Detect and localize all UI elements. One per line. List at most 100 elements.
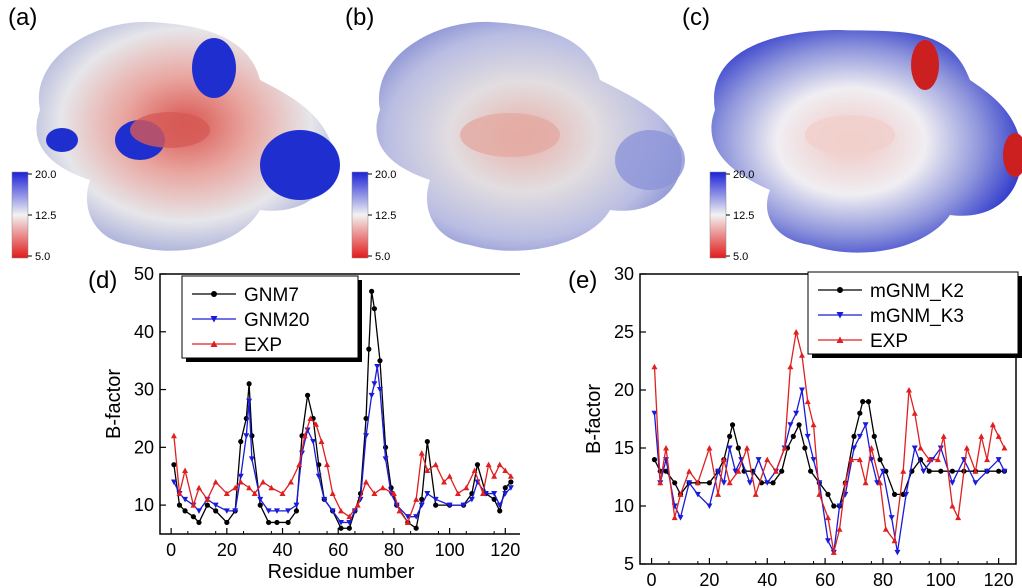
data-point bbox=[301, 432, 308, 439]
data-point bbox=[170, 479, 177, 485]
data-point bbox=[176, 490, 183, 497]
data-point bbox=[463, 484, 470, 491]
data-point bbox=[485, 461, 492, 468]
data-point bbox=[243, 433, 250, 439]
data-point bbox=[787, 363, 794, 370]
scale-mid-c: 12.5 bbox=[733, 210, 754, 222]
data-point bbox=[285, 519, 291, 526]
data-point bbox=[871, 433, 877, 439]
data-point bbox=[507, 485, 514, 491]
data-point bbox=[418, 502, 425, 509]
data-point bbox=[413, 514, 420, 520]
data-point bbox=[984, 456, 991, 463]
data-point bbox=[798, 387, 805, 393]
data-point bbox=[706, 445, 713, 451]
data-point bbox=[195, 508, 202, 514]
data-point bbox=[182, 496, 189, 503]
data-point bbox=[677, 515, 684, 521]
y-axis-label: B-factor bbox=[583, 384, 605, 454]
data-point bbox=[686, 480, 693, 486]
data-point bbox=[989, 421, 996, 428]
data-point bbox=[482, 491, 489, 497]
protein-surface-a bbox=[36, 21, 340, 251]
data-point bbox=[917, 445, 924, 451]
data-point bbox=[273, 508, 280, 514]
chart-d: (d) 0 20 40 60 80 100 120 10 20 30 40 50 Residue numb… bbox=[88, 264, 520, 583]
data-point bbox=[190, 502, 197, 508]
series-EXP bbox=[170, 415, 514, 525]
data-point bbox=[213, 508, 219, 514]
data-point bbox=[318, 438, 325, 445]
data-point bbox=[825, 538, 831, 544]
chart-e: (e)02040608010012051015202530Residue num… bbox=[568, 264, 1022, 588]
data-point bbox=[246, 398, 253, 405]
color-scale-a: 20.0 12.5 5.0 bbox=[11, 170, 56, 262]
data-point bbox=[955, 514, 962, 521]
data-point bbox=[496, 502, 503, 509]
data-point bbox=[879, 468, 886, 475]
data-point bbox=[830, 549, 837, 555]
data-point bbox=[793, 410, 800, 417]
data-point bbox=[182, 508, 188, 514]
data-point bbox=[413, 496, 420, 502]
data-point bbox=[379, 484, 386, 491]
legend-label-2: EXP bbox=[870, 331, 908, 352]
data-point bbox=[836, 503, 843, 509]
data-point bbox=[772, 468, 779, 474]
data-point bbox=[224, 519, 230, 526]
data-point bbox=[911, 410, 918, 416]
data-point bbox=[266, 519, 272, 526]
scale-min-b: 5.0 bbox=[375, 251, 390, 262]
data-point bbox=[232, 484, 239, 491]
data-point bbox=[856, 456, 863, 463]
data-point bbox=[491, 496, 497, 502]
x-tick-label-5: 100 bbox=[435, 540, 465, 560]
y-axis-label: B-factor bbox=[103, 369, 125, 439]
data-point bbox=[677, 491, 684, 497]
data-point bbox=[790, 433, 796, 439]
color-scale-b: 20.0 12.5 5.0 bbox=[351, 170, 396, 262]
data-point bbox=[371, 381, 378, 387]
data-point bbox=[246, 484, 253, 491]
data-point bbox=[996, 468, 1002, 474]
data-point bbox=[764, 480, 771, 486]
scale-max-c: 20.0 bbox=[733, 170, 754, 181]
scale-min-c: 5.0 bbox=[733, 251, 748, 262]
panel-label-e: (e) bbox=[568, 267, 597, 294]
data-point bbox=[371, 306, 378, 312]
data-point bbox=[804, 433, 811, 440]
data-point bbox=[865, 399, 872, 405]
data-point bbox=[825, 514, 831, 521]
legend-marker-1 bbox=[836, 312, 844, 319]
data-point bbox=[891, 537, 898, 544]
data-point bbox=[808, 468, 814, 474]
data-point bbox=[746, 480, 753, 486]
data-point bbox=[351, 508, 358, 514]
legend-marker-2 bbox=[210, 340, 218, 347]
data-point bbox=[190, 514, 197, 520]
data-point bbox=[862, 422, 869, 428]
data-point bbox=[507, 473, 514, 479]
legend-marker-2 bbox=[836, 336, 844, 343]
series-GNM20 bbox=[170, 363, 514, 526]
data-point bbox=[836, 526, 843, 532]
data-point bbox=[726, 445, 733, 451]
data-point bbox=[926, 468, 932, 474]
data-point bbox=[672, 480, 678, 486]
x-tick-label-4: 80 bbox=[384, 540, 404, 560]
data-point bbox=[296, 461, 303, 468]
data-point bbox=[424, 438, 430, 445]
data-point bbox=[223, 508, 230, 514]
data-point bbox=[934, 456, 941, 463]
data-point bbox=[232, 508, 239, 514]
protein-surface-c bbox=[711, 30, 1022, 253]
data-point bbox=[894, 549, 901, 556]
data-point bbox=[796, 422, 802, 428]
series-mGNM_K2 bbox=[651, 399, 1008, 509]
data-point bbox=[995, 457, 1002, 463]
data-point bbox=[257, 496, 264, 503]
scale-mid-a: 12.5 bbox=[35, 210, 56, 222]
data-point bbox=[657, 479, 664, 486]
data-point bbox=[804, 398, 811, 405]
x-tick-label-6: 120 bbox=[490, 540, 520, 560]
